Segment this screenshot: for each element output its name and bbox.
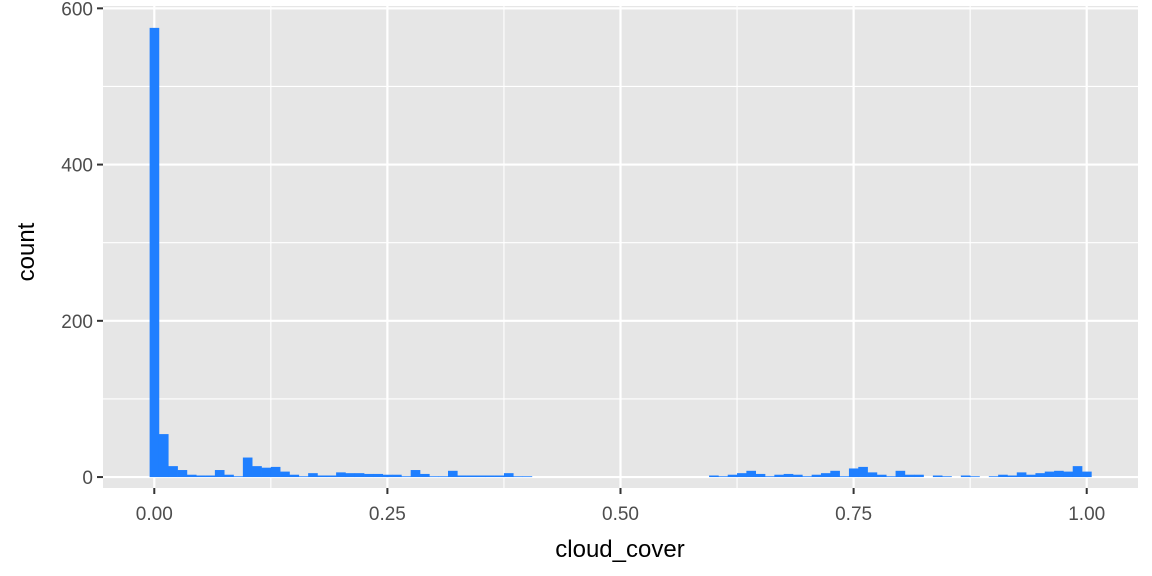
histogram-bar <box>289 474 300 478</box>
histogram-bar <box>270 466 281 478</box>
histogram-bar <box>765 476 775 478</box>
histogram-bar <box>820 473 831 478</box>
histogram-bar <box>420 473 430 478</box>
histogram-bar <box>429 476 439 478</box>
histogram-bar <box>1035 473 1046 478</box>
histogram-bar <box>149 27 160 478</box>
histogram-bar <box>746 470 757 478</box>
y-axis: 0 200 400 600 <box>61 0 103 489</box>
histogram-bar <box>177 470 188 478</box>
histogram-bar <box>709 475 719 478</box>
histogram-bar <box>308 473 318 478</box>
histogram-bar <box>522 476 533 478</box>
histogram-bar <box>224 474 234 478</box>
histogram-bar <box>513 476 523 478</box>
histogram-bar <box>186 474 197 478</box>
histogram-bar <box>373 473 384 478</box>
histogram-bar <box>998 474 1008 478</box>
histogram-bar <box>252 466 262 478</box>
histogram-bar <box>886 476 896 478</box>
histogram-bar <box>988 476 999 478</box>
histogram-bars <box>149 27 1092 478</box>
histogram-bar <box>830 470 840 478</box>
x-axis-title: cloud_cover <box>555 536 684 563</box>
histogram-bar <box>783 473 794 478</box>
histogram-bar <box>793 474 803 478</box>
histogram-bar <box>410 470 421 478</box>
histogram-bar <box>457 475 467 478</box>
x-tick-label: 0.50 <box>602 504 639 525</box>
histogram-bar <box>280 471 290 478</box>
histogram-bar <box>242 457 253 478</box>
histogram-bar <box>727 474 738 478</box>
histogram-bar <box>336 472 346 478</box>
histogram-bar <box>1026 474 1036 478</box>
x-tick-label: 0.25 <box>369 504 406 525</box>
histogram-bar <box>876 474 887 478</box>
histogram-bar <box>1072 466 1083 478</box>
x-axis: 0.00 0.25 0.50 0.75 1.00 <box>136 488 1105 525</box>
histogram-bar <box>867 472 878 478</box>
y-tick-label: 200 <box>61 312 93 333</box>
histogram-bar <box>168 466 178 478</box>
histogram-bar <box>960 475 971 478</box>
histogram-bar <box>914 474 924 478</box>
histogram-bar <box>233 476 244 478</box>
histogram-bar <box>718 476 729 478</box>
y-axis-title: count <box>13 222 40 281</box>
histogram-bar <box>466 475 477 478</box>
x-tick-label: 0.00 <box>136 504 173 525</box>
histogram-bar <box>755 473 766 478</box>
histogram-bar <box>475 475 486 478</box>
histogram-bar <box>503 473 514 478</box>
histogram-bar <box>494 475 505 478</box>
y-tick-label: 0 <box>82 468 93 489</box>
histogram-bar <box>1007 475 1018 478</box>
histogram-bar <box>261 467 272 478</box>
x-tick-label: 0.75 <box>835 504 872 525</box>
histogram-bar <box>214 470 225 478</box>
histogram-bar <box>904 474 915 478</box>
histogram-bar <box>326 475 337 478</box>
histogram-bar <box>382 474 393 478</box>
histogram-bar <box>932 475 943 478</box>
histogram-bar <box>1054 470 1064 478</box>
histogram-bar <box>345 473 356 478</box>
histogram-bar <box>485 475 495 478</box>
histogram-bar <box>774 474 784 478</box>
histogram-bar <box>196 475 206 478</box>
histogram-bar <box>1044 471 1055 478</box>
histogram-bar <box>848 468 859 478</box>
x-tick-label: 1.00 <box>1068 504 1105 525</box>
histogram-bar <box>364 473 374 478</box>
histogram-bar <box>839 476 850 478</box>
histogram-bar <box>392 474 402 478</box>
histogram-bar <box>438 476 449 478</box>
histogram-bar <box>1016 472 1027 478</box>
histogram-bar <box>205 475 216 478</box>
y-tick-label: 400 <box>61 156 93 177</box>
histogram-bar <box>158 434 169 478</box>
histogram-bar <box>858 466 868 478</box>
histogram-bar <box>942 476 952 478</box>
histogram-bar <box>737 473 747 478</box>
y-tick-label: 600 <box>61 0 93 20</box>
histogram-bar <box>354 473 365 478</box>
histogram-bar <box>895 470 906 478</box>
histogram-bar <box>298 476 309 478</box>
histogram-bar <box>1063 471 1074 478</box>
histogram-bar <box>1082 471 1092 478</box>
histogram-bar <box>970 476 980 478</box>
histogram-bar <box>317 475 328 478</box>
histogram-bar <box>811 474 822 478</box>
histogram-bar <box>448 470 458 478</box>
histogram-bar <box>401 476 412 478</box>
histogram-bar <box>802 476 812 478</box>
